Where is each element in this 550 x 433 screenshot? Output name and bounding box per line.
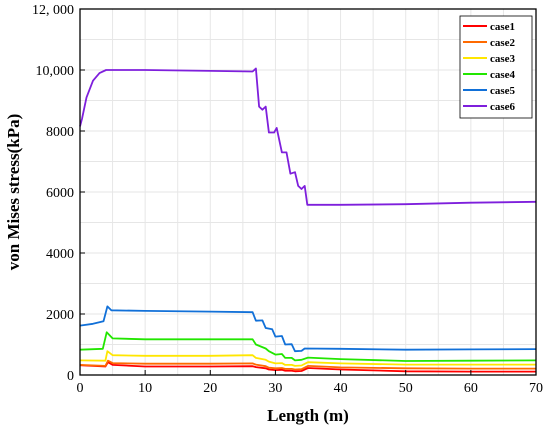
series-line-case3 — [79, 350, 536, 367]
grid-lines — [79, 8, 537, 376]
legend-label-case3: case3 — [490, 53, 516, 65]
legend-label-case2: case2 — [490, 37, 516, 49]
axis-ticks: 0 10 20 30 40 50 60 70 0 2000 4000 6000 8000 10,000 12… — [32, 3, 543, 396]
x-tick-label: 70 — [529, 381, 543, 396]
y-axis-label: von Mises stress(kPa) — [4, 114, 23, 270]
y-tick-label: 2000 — [46, 308, 74, 323]
series-line-case4 — [79, 331, 537, 362]
x-tick-label: 20 — [203, 381, 217, 396]
legend-label-case1: case1 — [490, 21, 515, 33]
x-tick-label: 30 — [268, 381, 282, 396]
y-tick-label: 6000 — [46, 186, 74, 201]
y-tick-label: 4000 — [46, 247, 74, 262]
x-axis-label: Length (m) — [267, 406, 349, 425]
legend-label-case6: case6 — [490, 101, 516, 113]
series-line-case6 — [79, 67, 537, 206]
x-tick-label: 50 — [399, 381, 413, 396]
y-tick-label: 12, 000 — [32, 3, 74, 18]
legend-box — [459, 15, 533, 119]
legend-label-case5: case5 — [490, 85, 516, 97]
legend-label-case4: case4 — [490, 69, 516, 81]
series-line-case2 — [79, 359, 536, 371]
x-tick-label: 0 — [77, 381, 84, 396]
x-tick-label: 60 — [464, 381, 478, 396]
x-tick-label: 10 — [138, 381, 152, 396]
legend: case1 case2 case3 case4 case5 case6 — [459, 15, 533, 119]
y-tick-label: 10,000 — [36, 64, 75, 79]
y-tick-label: 0 — [67, 369, 74, 384]
x-tick-label: 40 — [334, 381, 348, 396]
y-tick-label: 8000 — [46, 125, 74, 140]
series-line-case5 — [79, 305, 537, 353]
